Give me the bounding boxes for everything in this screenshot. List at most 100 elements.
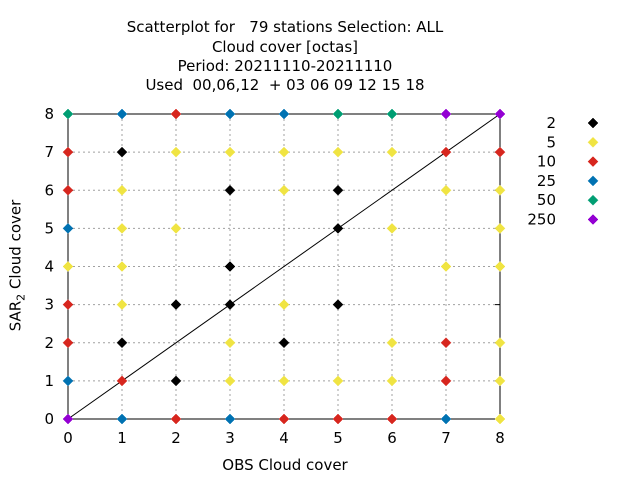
data-point [440, 337, 452, 349]
x-tick-label: 5 [333, 429, 343, 447]
data-point [278, 375, 290, 387]
x-tick-label: 6 [387, 429, 397, 447]
legend-label: 2 [546, 114, 556, 132]
legend-label: 250 [527, 211, 556, 229]
y-tick-label: 6 [44, 181, 54, 199]
data-point [224, 261, 236, 272]
legend-marker [587, 136, 599, 148]
data-point [170, 223, 182, 234]
chart-title-line-2: Cloud cover [octas] [211, 38, 359, 56]
data-point [494, 108, 506, 120]
data-point [278, 413, 290, 425]
data-point [62, 261, 74, 272]
y-tick-label: 1 [44, 372, 54, 390]
x-tick-label: 4 [279, 429, 289, 447]
data-point [386, 375, 398, 387]
data-point [332, 108, 344, 120]
y-tick-label: 8 [44, 105, 54, 123]
data-point [332, 413, 344, 425]
data-point [62, 299, 74, 310]
chart-title-line-3: Period: 20211110-20211110 [177, 57, 393, 75]
legend-label: 5 [546, 133, 556, 151]
data-point [278, 299, 290, 310]
data-point [170, 413, 182, 425]
data-point [278, 146, 290, 158]
data-point [494, 337, 506, 349]
data-point [62, 108, 74, 120]
x-tick-label: 1 [117, 429, 127, 447]
data-point [494, 184, 506, 196]
x-tick-label: 2 [171, 429, 181, 447]
data-point [278, 337, 290, 349]
diagonal-line [67, 113, 501, 420]
data-point [332, 184, 344, 196]
data-point [116, 261, 128, 272]
data-point [224, 299, 236, 310]
data-point [440, 375, 452, 387]
data-point [224, 375, 236, 387]
data-point [440, 184, 452, 196]
data-point [386, 223, 398, 234]
data-point [116, 299, 128, 310]
data-point [332, 299, 344, 310]
data-point [224, 337, 236, 349]
y-tick-label: 3 [44, 296, 54, 314]
data-point [224, 146, 236, 158]
legend-marker [587, 175, 599, 187]
data-point [494, 146, 506, 158]
data-point [116, 413, 128, 425]
data-point [116, 184, 128, 196]
data-point [494, 413, 506, 425]
data-point [62, 337, 74, 349]
data-point [386, 413, 398, 425]
y-tick-label: 7 [44, 143, 54, 161]
data-point [62, 146, 74, 158]
data-point [494, 375, 506, 387]
legend-marker [587, 156, 599, 167]
data-point [440, 108, 452, 120]
data-point [62, 184, 74, 196]
y-tick-label: 5 [44, 219, 54, 237]
data-point [386, 108, 398, 120]
x-tick-label: 3 [225, 429, 235, 447]
data-point [170, 108, 182, 120]
data-point [494, 223, 506, 234]
data-point [116, 108, 128, 120]
chart-title-line-1: Scatterplot for 79 stations Selection: A… [126, 18, 444, 36]
legend-label: 25 [537, 172, 556, 190]
data-point [62, 413, 74, 425]
data-point [332, 223, 344, 234]
x-tick-label: 7 [441, 429, 451, 447]
data-point [224, 184, 236, 196]
data-point [116, 337, 128, 349]
data-point [278, 108, 290, 120]
data-point [440, 261, 452, 272]
x-tick-label: 8 [495, 429, 505, 447]
data-point [62, 223, 74, 234]
legend-marker [587, 214, 599, 225]
y-tick-label: 0 [44, 410, 54, 428]
data-point [440, 146, 452, 158]
legend-marker [587, 194, 599, 206]
y-tick-label: 4 [44, 258, 54, 276]
chart-title-line-4: Used 00,06,12 + 03 06 09 12 15 18 [145, 76, 425, 94]
legend-label: 50 [537, 191, 556, 209]
y-tick-label: 2 [44, 334, 54, 352]
data-point [332, 375, 344, 387]
data-point [170, 146, 182, 158]
legend-marker [587, 117, 599, 129]
legend-label: 10 [537, 153, 556, 171]
data-point [224, 413, 236, 425]
data-point [116, 146, 128, 158]
data-point [386, 146, 398, 158]
data-point [116, 375, 128, 387]
data-point [170, 375, 182, 387]
x-tick-label: 0 [63, 429, 73, 447]
data-point [116, 223, 128, 234]
data-point [278, 184, 290, 196]
data-point [170, 299, 182, 310]
data-point [386, 337, 398, 349]
data-point [332, 146, 344, 158]
data-point [62, 375, 74, 387]
